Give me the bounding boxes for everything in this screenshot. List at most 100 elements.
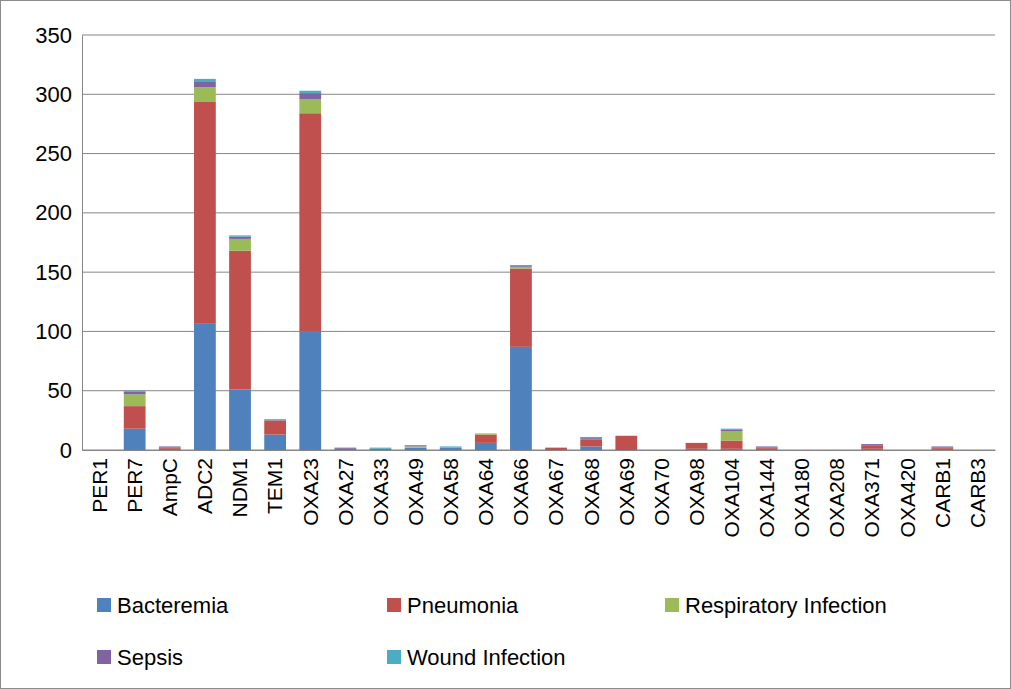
tick: ADC2 [193,450,216,514]
tick: OXA104 [720,450,743,537]
tick-label: CARB1 [931,458,954,528]
bar [545,447,567,448]
bars [124,79,953,450]
tick: CARB1 [931,450,954,528]
tick: 150 [35,260,82,285]
tick: CARB3 [966,450,989,528]
tick: TEM1 [263,450,286,514]
bar [264,420,286,434]
bar [791,450,813,451]
bar [440,448,462,450]
legend-swatch [665,598,679,612]
chart: 050100150200250300350PER1PER7AmpCADC2NDM… [0,0,1011,689]
bar [194,81,216,87]
bar [510,265,532,266]
bar [896,450,918,451]
bar [299,331,321,450]
tick-label: 250 [35,141,72,166]
bar [370,449,392,450]
tick: OXA180 [790,450,813,537]
bar [967,450,989,451]
bar [264,420,286,421]
bar [826,450,848,451]
tick: OXA144 [755,450,778,537]
bar [299,113,321,331]
tick: OXA67 [544,450,567,526]
bar [615,436,637,450]
grid-line [82,94,995,95]
tick-label: NDM1 [228,458,251,518]
tick-label: OXA23 [299,458,322,526]
bar [826,450,848,451]
bar [264,419,286,420]
tick-label: CARB3 [966,458,989,528]
tick-label: OXA58 [439,458,462,526]
bar [89,450,111,451]
bar [756,449,778,450]
bar [967,450,989,451]
tick-label: OXA144 [755,458,778,538]
tick-label: TEM1 [263,458,286,514]
tick: 200 [35,200,82,225]
bar [721,441,743,449]
legend-item: Sepsis [97,645,183,670]
tick-label: OXA371 [860,458,883,537]
bar [405,448,427,450]
bar [967,450,989,451]
tick-label: 150 [35,260,72,285]
legend-item: Wound Infection [387,645,566,670]
bar [686,442,708,443]
tick: PER1 [88,450,111,513]
bar [580,437,602,438]
bar [651,450,673,451]
bar [651,450,673,451]
bar [651,450,673,451]
legend-item: Pneumonia [387,593,519,618]
tick-label: PER7 [123,458,146,513]
bar [229,390,251,450]
grid-line [82,450,995,451]
legend-swatch [97,598,111,612]
bar [580,438,602,439]
bar [124,391,146,392]
legend-swatch [387,598,401,612]
bar [334,448,356,449]
tick-label: 350 [35,23,72,48]
bar [896,450,918,451]
bar [299,91,321,93]
bar [686,442,708,443]
bar [686,449,708,450]
bar [545,447,567,448]
bar [510,269,532,347]
bar [159,447,181,448]
bar [370,448,392,449]
bar [826,450,848,451]
bar [931,448,953,449]
bar [580,439,602,446]
tick-label: PER1 [88,458,111,513]
legend-item: Respiratory Infection [665,593,887,618]
bar [159,449,181,450]
bar [299,93,321,99]
bar [545,447,567,448]
bar [756,447,778,448]
bar [89,450,111,451]
tick-label: OXA104 [720,458,743,538]
series [124,79,743,449]
bar [615,435,637,436]
tick-label: OXA33 [369,458,392,526]
bar [440,447,462,448]
axis-line [82,36,83,451]
bar [510,267,532,268]
bar [967,450,989,451]
y-axis: 050100150200250300350 [35,23,82,463]
bar [896,450,918,451]
bar [861,445,883,449]
bar [931,447,953,448]
legend-label: Bacteremia [117,593,229,618]
bar [370,448,392,449]
bar [229,235,251,236]
tick-label: OXA420 [896,458,919,537]
legend-swatch [97,650,111,664]
tick: OXA69 [615,450,638,526]
